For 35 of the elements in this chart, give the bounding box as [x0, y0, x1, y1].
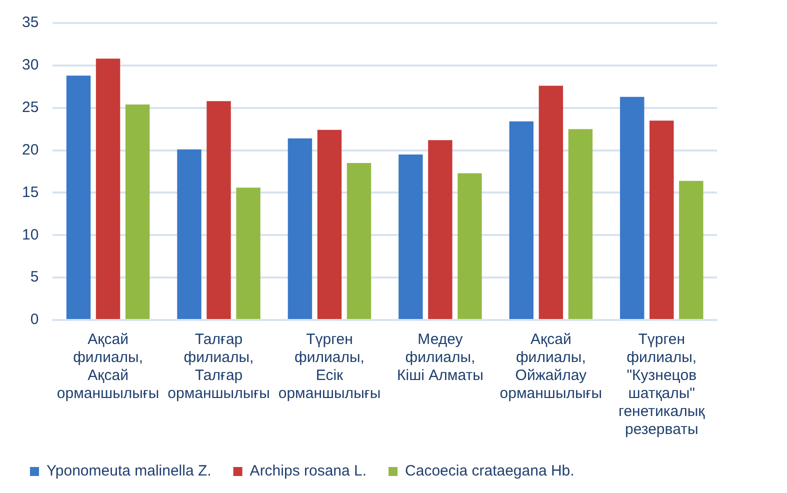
x-tick-label: Ақсай филиалы, Ойжайлау орманшылығы	[500, 331, 602, 402]
bar	[398, 154, 423, 319]
bar	[346, 163, 372, 319]
bar	[458, 173, 482, 319]
bar	[125, 104, 150, 319]
legend-label: Archips rosana L.	[250, 462, 367, 480]
bar	[206, 101, 231, 319]
bar	[679, 180, 704, 319]
y-tick-label: 35	[22, 14, 39, 32]
bar	[428, 140, 452, 319]
x-tick-label: Талғар филиалы, Талғар орманшылығы	[168, 331, 270, 402]
y-tick-label: 10	[22, 226, 39, 244]
x-tick-label: Медеу филиалы, Кіші Алматы	[397, 331, 484, 384]
legend-label: Cacoecia crataegana Hb.	[405, 462, 574, 480]
bar	[317, 130, 342, 319]
bar	[66, 76, 91, 319]
y-tick-label: 5	[30, 268, 39, 286]
y-tick-label: 30	[22, 56, 39, 74]
x-tick-label: Түрген филиалы, "Кузнецов шатқалы" генетикалық резерваты	[618, 331, 706, 438]
y-tick-label: 15	[22, 184, 39, 201]
bar	[568, 129, 593, 319]
y-tick-label: 20	[22, 141, 39, 158]
bar	[236, 188, 260, 319]
y-tick-label: 0	[30, 311, 39, 328]
bar	[96, 58, 120, 319]
bar	[177, 149, 202, 319]
bar	[538, 86, 564, 319]
bar	[288, 138, 312, 319]
y-tick-label: 25	[22, 99, 39, 116]
x-tick-label: Ақсай филиалы, Ақсай орманшылығы	[56, 331, 160, 402]
bar	[620, 96, 644, 319]
x-tick-label: Түрген филиалы, Есік орманшылығы	[278, 331, 381, 402]
bar	[509, 121, 534, 319]
bar	[650, 120, 674, 319]
legend-label: Yponomeuta malinella Z.	[46, 462, 212, 480]
